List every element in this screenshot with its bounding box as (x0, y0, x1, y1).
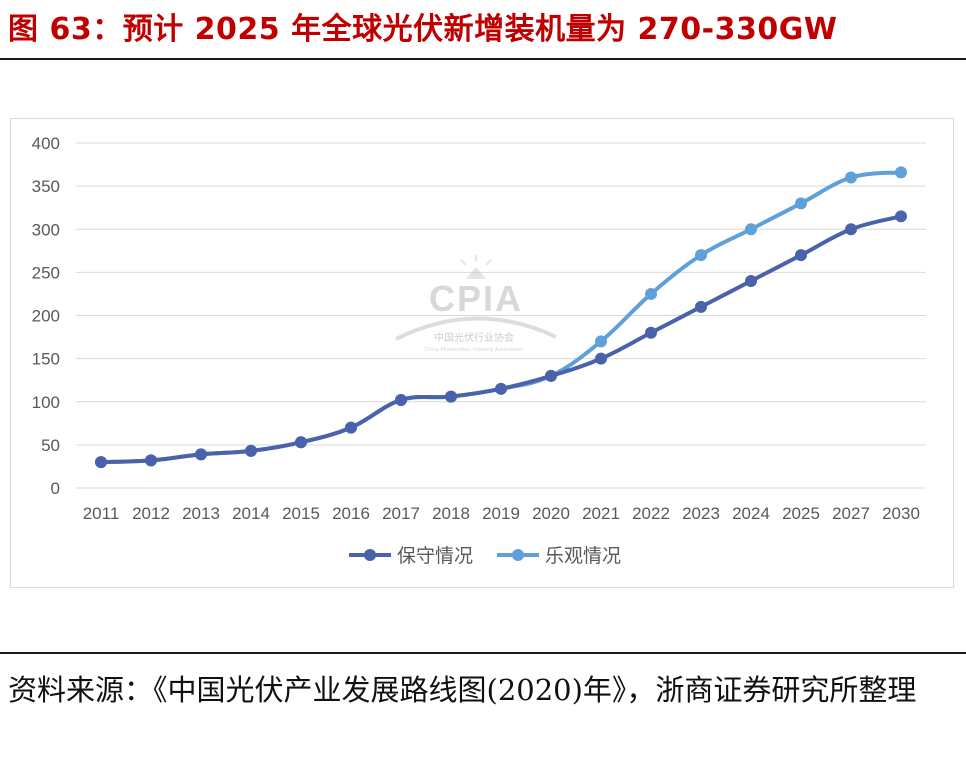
sun-icon (460, 255, 492, 279)
legend-item: 乐观情况 (497, 545, 621, 567)
legend-label: 保守情况 (397, 545, 473, 567)
data-point-2019 (495, 382, 507, 395)
y-tick-label: 400 (32, 134, 60, 153)
series-layer (95, 166, 907, 469)
x-tick-label: 2030 (882, 504, 920, 523)
y-tick-label: 250 (32, 263, 60, 282)
data-point-2020 (545, 369, 557, 382)
y-tick-label: 50 (41, 436, 60, 455)
data-point-2030 (895, 166, 907, 179)
x-tick-label: 2025 (782, 504, 820, 523)
legend-item: 保守情况 (349, 545, 473, 567)
data-point-2024 (745, 275, 757, 287)
x-tick-label: 2015 (282, 504, 320, 523)
data-point-2011 (95, 456, 107, 469)
y-tick-label: 350 (32, 177, 60, 196)
data-point-2021 (595, 352, 607, 365)
y-tick-label: 300 (32, 220, 60, 239)
watermark-swoosh (395, 316, 557, 341)
x-tick-label: 2016 (332, 504, 370, 523)
x-axis-tick-labels: 2011 2012 2013 2014 2015 2016 2017 2018 2019 2020… (83, 504, 920, 523)
data-point-2025 (795, 197, 807, 210)
data-point-2023 (695, 249, 707, 262)
y-tick-label: 0 (51, 479, 60, 498)
series-conservative (95, 210, 907, 469)
legend: 保守情况 乐观情况 (349, 545, 621, 567)
x-tick-label: 2017 (382, 504, 420, 523)
data-point-2022 (645, 287, 657, 300)
data-point-2017 (395, 394, 407, 407)
data-point-2027 (845, 171, 857, 184)
x-tick-label: 2023 (682, 504, 720, 523)
y-tick-label: 200 (32, 307, 60, 326)
line-chart: CPIA 中国光伏行业协会 China Photovoltaic Industr… (32, 134, 926, 567)
chart-frame: CPIA 中国光伏行业协会 China Photovoltaic Industr… (10, 118, 954, 588)
x-tick-label: 2018 (432, 504, 470, 523)
x-tick-label: 2013 (182, 504, 220, 523)
data-point-2018 (445, 390, 457, 403)
x-tick-label: 2014 (232, 504, 270, 523)
figure-title: 图 63：预计 2025 年全球光伏新增装机量为 270-330GW (8, 12, 838, 47)
y-tick-label: 150 (32, 350, 60, 369)
x-tick-label: 2027 (832, 504, 870, 523)
data-point-2013 (195, 448, 207, 461)
gridlines (76, 142, 926, 489)
watermark-logo-text: CPIA (429, 278, 523, 319)
data-point-2027 (845, 223, 857, 236)
x-tick-label: 2024 (732, 504, 770, 523)
data-point-2012 (145, 454, 157, 467)
source-divider (0, 652, 966, 654)
data-point-2014 (245, 444, 257, 457)
x-tick-label: 2011 (83, 504, 120, 523)
cpia-watermark: CPIA 中国光伏行业协会 China Photovoltaic Industr… (395, 255, 557, 353)
data-point-2025 (795, 249, 807, 262)
y-tick-label: 100 (32, 393, 60, 412)
y-axis-tick-labels: 0 50 100 150 200 250 300 350 400 (32, 134, 60, 498)
watermark-org-name: 中国光伏行业协会 (434, 331, 514, 344)
source-note: 资料来源：《中国光伏产业发展路线图(2020)年》，浙商证券研究所整理 (8, 673, 917, 707)
data-point-2030 (895, 210, 907, 223)
data-point-2016 (345, 421, 357, 434)
legend-swatch-marker (364, 549, 376, 561)
data-point-2023 (695, 300, 707, 313)
x-tick-label: 2022 (632, 504, 670, 523)
x-tick-label: 2021 (582, 504, 620, 523)
data-point-2015 (295, 436, 307, 449)
x-tick-label: 2020 (532, 504, 570, 523)
x-tick-label: 2019 (482, 504, 520, 523)
title-divider (0, 58, 966, 60)
data-point-2021 (595, 335, 607, 348)
data-point-2022 (645, 326, 657, 339)
watermark-org-name-en: China Photovoltaic Industry Association (425, 347, 524, 353)
legend-label: 乐观情况 (545, 545, 621, 567)
x-tick-label: 2012 (132, 504, 170, 523)
data-point-2024 (745, 223, 757, 236)
legend-swatch-marker (512, 549, 524, 561)
